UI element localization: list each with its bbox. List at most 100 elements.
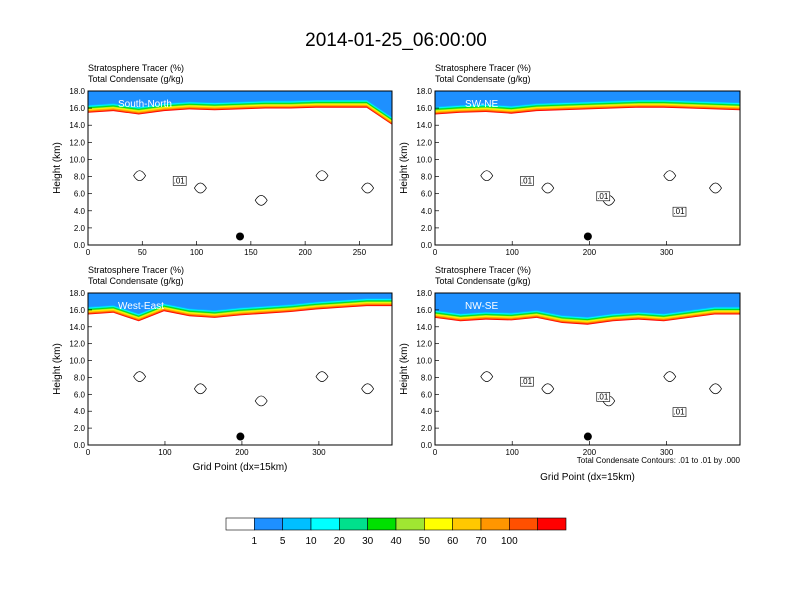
left-string-condensate: Total Condensate (g/kg) bbox=[435, 276, 531, 286]
plot-frame bbox=[87, 292, 393, 446]
y-tick-label: 12.0 bbox=[69, 138, 85, 147]
contour-label: .01 bbox=[521, 176, 533, 185]
colorbar-swatch bbox=[339, 517, 368, 531]
left-string-condensate: Total Condensate (g/kg) bbox=[88, 74, 184, 84]
colorbar-tick-label: 100 bbox=[501, 536, 518, 547]
y-tick-label: 4.0 bbox=[74, 207, 86, 216]
y-tick-label: 0.0 bbox=[421, 241, 433, 250]
y-tick-label: 16.0 bbox=[416, 306, 432, 315]
contour-label: .01 bbox=[597, 392, 609, 401]
y-tick-label: 8.0 bbox=[74, 173, 86, 182]
plot-frame bbox=[434, 90, 741, 246]
colorbar-tick-label: 40 bbox=[390, 536, 402, 547]
condensate-contour bbox=[193, 182, 207, 194]
y-tick-label: 2.0 bbox=[74, 224, 86, 233]
x-tick-label: 100 bbox=[158, 448, 172, 457]
y-axis-title: Height (km) bbox=[399, 142, 410, 194]
x-tick-label: 300 bbox=[660, 248, 674, 257]
y-tick-label: 18.0 bbox=[69, 289, 85, 298]
contour-label-box bbox=[672, 407, 687, 417]
y-tick-label: 10.0 bbox=[416, 155, 432, 164]
plot-area bbox=[435, 91, 740, 245]
y-tick-label: 14.0 bbox=[69, 323, 85, 332]
x-axis-title: Grid Point (dx=15km) bbox=[540, 472, 635, 483]
y-tick-label: 4.0 bbox=[421, 407, 433, 416]
y-tick-label: 14.0 bbox=[416, 121, 432, 130]
y-tick-label: 18.0 bbox=[69, 87, 85, 96]
cross-section-label: South-North bbox=[118, 99, 172, 110]
panel-top-left: Stratosphere Tracer (%)Total Condensate … bbox=[52, 63, 393, 257]
y-tick-label: 6.0 bbox=[421, 390, 433, 399]
location-marker bbox=[583, 432, 592, 441]
y-tick-label: 6.0 bbox=[74, 390, 86, 399]
panel-top-right: Stratosphere Tracer (%)Total Condensate … bbox=[399, 63, 741, 257]
y-tick-label: 0.0 bbox=[74, 241, 86, 250]
y-tick-label: 4.0 bbox=[74, 407, 86, 416]
y-tick-label: 6.0 bbox=[74, 190, 86, 199]
tracer-band bbox=[88, 293, 392, 314]
left-string-condensate: Total Condensate (g/kg) bbox=[88, 276, 184, 286]
contour-note: Total Condensate Contours: .01 to .01 by… bbox=[577, 456, 741, 465]
left-string-tracer: Stratosphere Tracer (%) bbox=[88, 63, 184, 73]
y-tick-label: 4.0 bbox=[421, 207, 433, 216]
cross-section-label: NW-SE bbox=[465, 301, 498, 312]
y-tick-label: 8.0 bbox=[74, 373, 86, 382]
contour-label: .01 bbox=[597, 192, 609, 201]
colorbar-swatch bbox=[424, 517, 453, 531]
y-tick-label: 16.0 bbox=[416, 104, 432, 113]
contour-label-box bbox=[596, 191, 611, 202]
colorbar-tick-label: 10 bbox=[305, 536, 317, 547]
colorbar-swatch bbox=[367, 517, 397, 531]
condensate-contour bbox=[480, 170, 494, 182]
condensate-contour bbox=[541, 383, 555, 395]
x-tick-label: 50 bbox=[138, 248, 147, 257]
cross-section-label: West-East bbox=[118, 301, 164, 312]
colorbar: 1 5 10 20 30 40 50 60 70 100 bbox=[225, 517, 567, 547]
plot-frame bbox=[434, 292, 741, 446]
colorbar-tick-label: 20 bbox=[334, 536, 346, 547]
y-tick-label: 14.0 bbox=[416, 323, 432, 332]
condensate-contour bbox=[663, 371, 677, 382]
y-tick-label: 2.0 bbox=[421, 224, 433, 233]
location-marker bbox=[236, 232, 244, 241]
y-tick-label: 10.0 bbox=[69, 357, 85, 366]
colorbar-swatch bbox=[225, 517, 255, 531]
x-tick-label: 250 bbox=[353, 248, 367, 257]
colorbar-tick-label: 70 bbox=[475, 536, 487, 547]
contour-label: .01 bbox=[673, 408, 685, 417]
y-tick-label: 2.0 bbox=[421, 424, 433, 433]
colorbar-swatch bbox=[537, 517, 567, 531]
contour-label-box bbox=[172, 176, 187, 186]
cross-section-label: SW-NE bbox=[465, 99, 498, 110]
contour-label: .01 bbox=[521, 377, 533, 386]
y-tick-label: 14.0 bbox=[69, 121, 85, 130]
y-tick-label: 8.0 bbox=[421, 373, 433, 382]
condensate-contour bbox=[541, 182, 555, 194]
colorbar-swatch bbox=[310, 517, 340, 531]
condensate-contour bbox=[361, 383, 375, 395]
condensate-contour bbox=[254, 194, 268, 206]
x-tick-label: 200 bbox=[235, 448, 249, 457]
y-axis-title: Height (km) bbox=[52, 142, 63, 194]
contour-label-box bbox=[672, 206, 687, 217]
panel-bottom-right: Stratosphere Tracer (%)Total Condensate … bbox=[399, 265, 741, 483]
page-title: 2014-01-25_06:00:00 bbox=[305, 30, 487, 51]
plot-area bbox=[88, 91, 392, 245]
y-axis-title: Height (km) bbox=[52, 343, 63, 395]
condensate-contour bbox=[133, 371, 147, 382]
x-tick-label: 300 bbox=[312, 448, 326, 457]
colorbar-tick-label: 60 bbox=[447, 536, 459, 547]
x-axis-title: Grid Point (dx=15km) bbox=[193, 462, 288, 473]
colorbar-swatch bbox=[395, 517, 425, 531]
condensate-contour bbox=[133, 170, 147, 182]
condensate-contour bbox=[480, 371, 494, 382]
x-tick-label: 300 bbox=[660, 448, 674, 457]
x-tick-label: 0 bbox=[433, 448, 438, 457]
y-tick-label: 0.0 bbox=[421, 441, 433, 450]
colorbar-tick-label: 30 bbox=[362, 536, 374, 547]
condensate-contour bbox=[315, 371, 329, 382]
condensate-contour bbox=[663, 170, 677, 182]
y-tick-label: 18.0 bbox=[416, 87, 432, 96]
condensate-contour bbox=[709, 182, 722, 194]
